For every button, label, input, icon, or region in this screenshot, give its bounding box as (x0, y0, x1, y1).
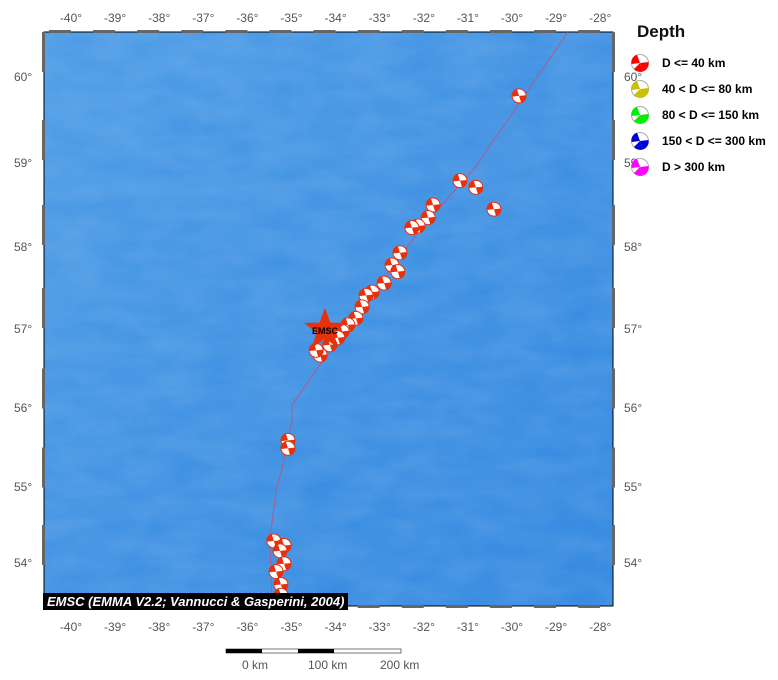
event-beachball[interactable] (272, 543, 288, 559)
event-beachball[interactable] (273, 577, 289, 592)
event-beachball[interactable] (404, 220, 420, 236)
event-beachball[interactable] (511, 88, 527, 104)
lon-tick-label: -33° (369, 11, 391, 25)
legend-item: D > 300 km (630, 154, 766, 180)
epicenter-star[interactable]: EMSC (304, 307, 346, 348)
lat-tick-label: 59° (14, 156, 32, 170)
lon-tick-label: -37° (192, 11, 214, 25)
legend-item: D <= 40 km (630, 50, 766, 76)
lon-tick-label: -32° (413, 620, 435, 634)
lat-tick-label: 56° (14, 401, 32, 415)
scale-label-0: 0 km (242, 658, 269, 672)
lon-tick-label: -40° (60, 11, 82, 25)
event-beachball[interactable] (354, 299, 370, 315)
lon-tick-label: -39° (104, 11, 126, 25)
event-beachball[interactable] (276, 556, 292, 572)
event-beachball[interactable] (420, 210, 436, 226)
legend-label: 150 < D <= 300 km (662, 134, 766, 148)
star-icon[interactable] (304, 307, 346, 348)
beachball-icon (631, 132, 649, 150)
lon-tick-label: -35° (280, 11, 302, 25)
legend-label: 80 < D <= 150 km (662, 108, 760, 122)
event-beachball[interactable] (280, 440, 296, 456)
lat-tick-label: 55° (624, 480, 642, 494)
data-credit: EMSC (EMMA V2.2; Vannucci & Gasperini, 2… (43, 593, 349, 610)
event-beachball[interactable] (392, 245, 408, 261)
lon-tick-label: -40° (60, 620, 82, 634)
legend-label: D > 300 km (662, 160, 726, 174)
lat-tick-label: 56° (624, 401, 642, 415)
legend-item: 80 < D <= 150 km (630, 102, 766, 128)
beachball-icon (631, 80, 649, 98)
event-beachball[interactable] (425, 197, 441, 213)
lat-tick-label: 58° (14, 240, 32, 254)
event-beachball[interactable] (468, 179, 484, 195)
lon-tick-label: -38° (148, 11, 170, 25)
event-markers[interactable] (266, 88, 527, 603)
lon-tick-label: -38° (148, 620, 170, 634)
lon-tick-label: -29° (545, 620, 567, 634)
lon-tick-label: -31° (457, 620, 479, 634)
lon-tick-label: -33° (369, 620, 391, 634)
legend-item: 40 < D <= 80 km (630, 76, 766, 102)
epicenter-label: EMSC (312, 326, 339, 336)
lon-tick-label: -30° (501, 11, 523, 25)
event-beachball[interactable] (268, 564, 284, 580)
event-beachball[interactable] (376, 275, 392, 291)
beachball-icon (631, 54, 649, 72)
legend-item: 150 < D <= 300 km (630, 128, 766, 154)
lon-tick-label: -29° (545, 11, 567, 25)
axis-ticks: -40° -40° -39° -39° -38° -38° -37° -37° -36° -36°… (14, 11, 642, 634)
lon-tick-label: -30° (501, 620, 523, 634)
lat-tick-label: 58° (624, 240, 642, 254)
lat-tick-label: 54° (624, 556, 642, 570)
lon-tick-label: -31° (457, 11, 479, 25)
lat-tick-label: 54° (14, 556, 32, 570)
beachball-icon (631, 106, 649, 124)
lon-tick-label: -34° (325, 11, 347, 25)
lat-tick-label: 55° (14, 480, 32, 494)
lon-tick-label: -28° (589, 620, 611, 634)
scale-label-200: 200 km (380, 658, 420, 672)
event-beachball[interactable] (358, 287, 374, 303)
event-beachball[interactable] (486, 201, 502, 217)
lon-tick-label: -35° (280, 620, 302, 634)
lon-tick-label: -34° (325, 620, 347, 634)
lon-tick-label: -37° (192, 620, 214, 634)
lon-tick-label: -36° (236, 11, 258, 25)
beachball-icon (631, 158, 649, 176)
event-beachball[interactable] (308, 342, 324, 358)
lat-tick-label: 60° (14, 70, 32, 84)
lon-tick-label: -39° (104, 620, 126, 634)
lat-tick-label: 57° (14, 322, 32, 336)
lat-tick-label: 57° (624, 322, 642, 336)
lon-tick-label: -36° (236, 620, 258, 634)
plate-boundary-line (269, 31, 569, 607)
legend-label: D <= 40 km (662, 56, 726, 70)
legend-title: Depth (637, 22, 686, 41)
scale-label-100: 100 km (308, 658, 348, 672)
lon-tick-label: -32° (413, 11, 435, 25)
legend-label: 40 < D <= 80 km (662, 82, 753, 96)
lon-tick-label: -28° (589, 11, 611, 25)
event-beachball[interactable] (390, 264, 406, 280)
scale-bar (225, 648, 402, 654)
depth-legend: Depth D <= 40 km 40 < D <= 80 km 80 < D <=… (628, 22, 766, 180)
event-beachball[interactable] (452, 173, 468, 189)
